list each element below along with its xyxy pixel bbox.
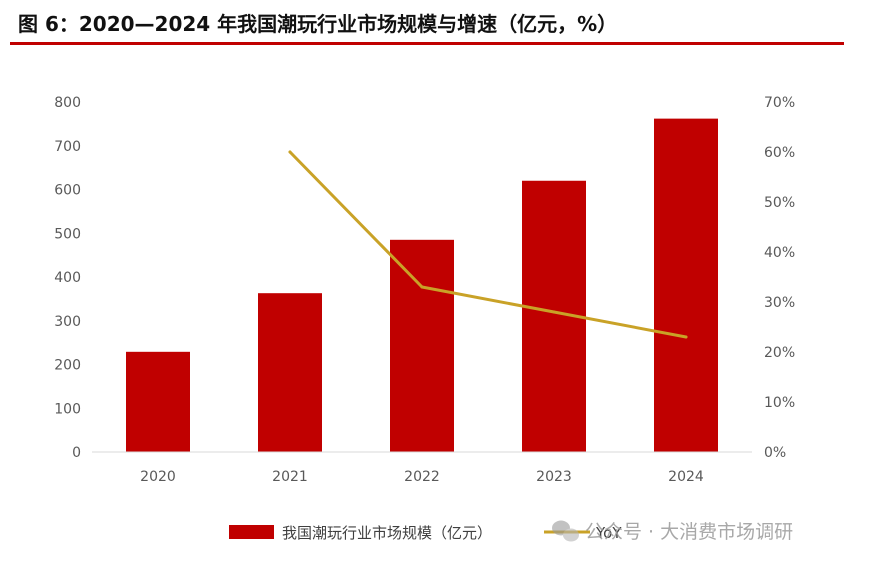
- yoy-point-2022: [420, 285, 424, 289]
- watermark-text: 公众号 · 大消费市场调研: [585, 521, 793, 543]
- figure-title: 图 6：2020—2024 年我国潮玩行业市场规模与增速（亿元，%）: [18, 12, 618, 36]
- title-rule: [10, 42, 844, 45]
- wechat-icon: [552, 520, 579, 542]
- y-left-tick-label: 200: [54, 358, 81, 374]
- y-left-tick-label: 400: [54, 270, 81, 286]
- y-right-tick-label: 20%: [764, 345, 795, 361]
- y-right-tick-label: 50%: [764, 195, 795, 211]
- yoy-line: [288, 150, 688, 339]
- y-right-tick-labels: 0% 10% 20% 30% 40% 50% 60% 70%: [764, 95, 795, 461]
- yoy-point-2021: [288, 150, 292, 154]
- y-left-tick-label: 800: [54, 95, 81, 111]
- y-left-tick-label: 700: [54, 139, 81, 155]
- x-tick-labels: 2020 2021 2022 2023 2024: [140, 469, 704, 485]
- x-tick-label: 2023: [536, 469, 572, 485]
- x-tick-label: 2021: [272, 469, 308, 485]
- y-left-tick-label: 0: [72, 445, 81, 461]
- bar-2021: [258, 293, 322, 452]
- legend-swatch-bar: [229, 525, 274, 539]
- yoy-point-2024: [684, 335, 688, 339]
- y-right-tick-label: 10%: [764, 395, 795, 411]
- bar-2020: [126, 351, 190, 452]
- y-right-tick-label: 0%: [764, 445, 786, 461]
- y-right-tick-label: 60%: [764, 145, 795, 161]
- y-right-tick-label: 30%: [764, 295, 795, 311]
- line-series: [288, 150, 688, 339]
- y-left-tick-label: 100: [54, 401, 81, 417]
- bar-2022: [390, 239, 454, 452]
- x-tick-label: 2020: [140, 469, 176, 485]
- x-tick-label: 2024: [668, 469, 704, 485]
- watermark: 公众号 · 大消费市场调研: [552, 520, 793, 543]
- x-tick-label: 2022: [404, 469, 440, 485]
- legend-label-line: YoY: [595, 524, 622, 542]
- bar-2024: [654, 118, 718, 452]
- y-left-tick-label: 500: [54, 226, 81, 242]
- legend-label-bar: 我国潮玩行业市场规模（亿元）: [282, 524, 492, 542]
- y-left-tick-labels: 0 100 200 300 400 500 600 700 800: [54, 95, 81, 461]
- y-left-tick-label: 600: [54, 183, 81, 199]
- y-left-tick-label: 300: [54, 314, 81, 330]
- yoy-point-2023: [552, 310, 556, 314]
- bar-series: [126, 118, 718, 452]
- y-right-tick-label: 70%: [764, 95, 795, 111]
- y-right-tick-label: 40%: [764, 245, 795, 261]
